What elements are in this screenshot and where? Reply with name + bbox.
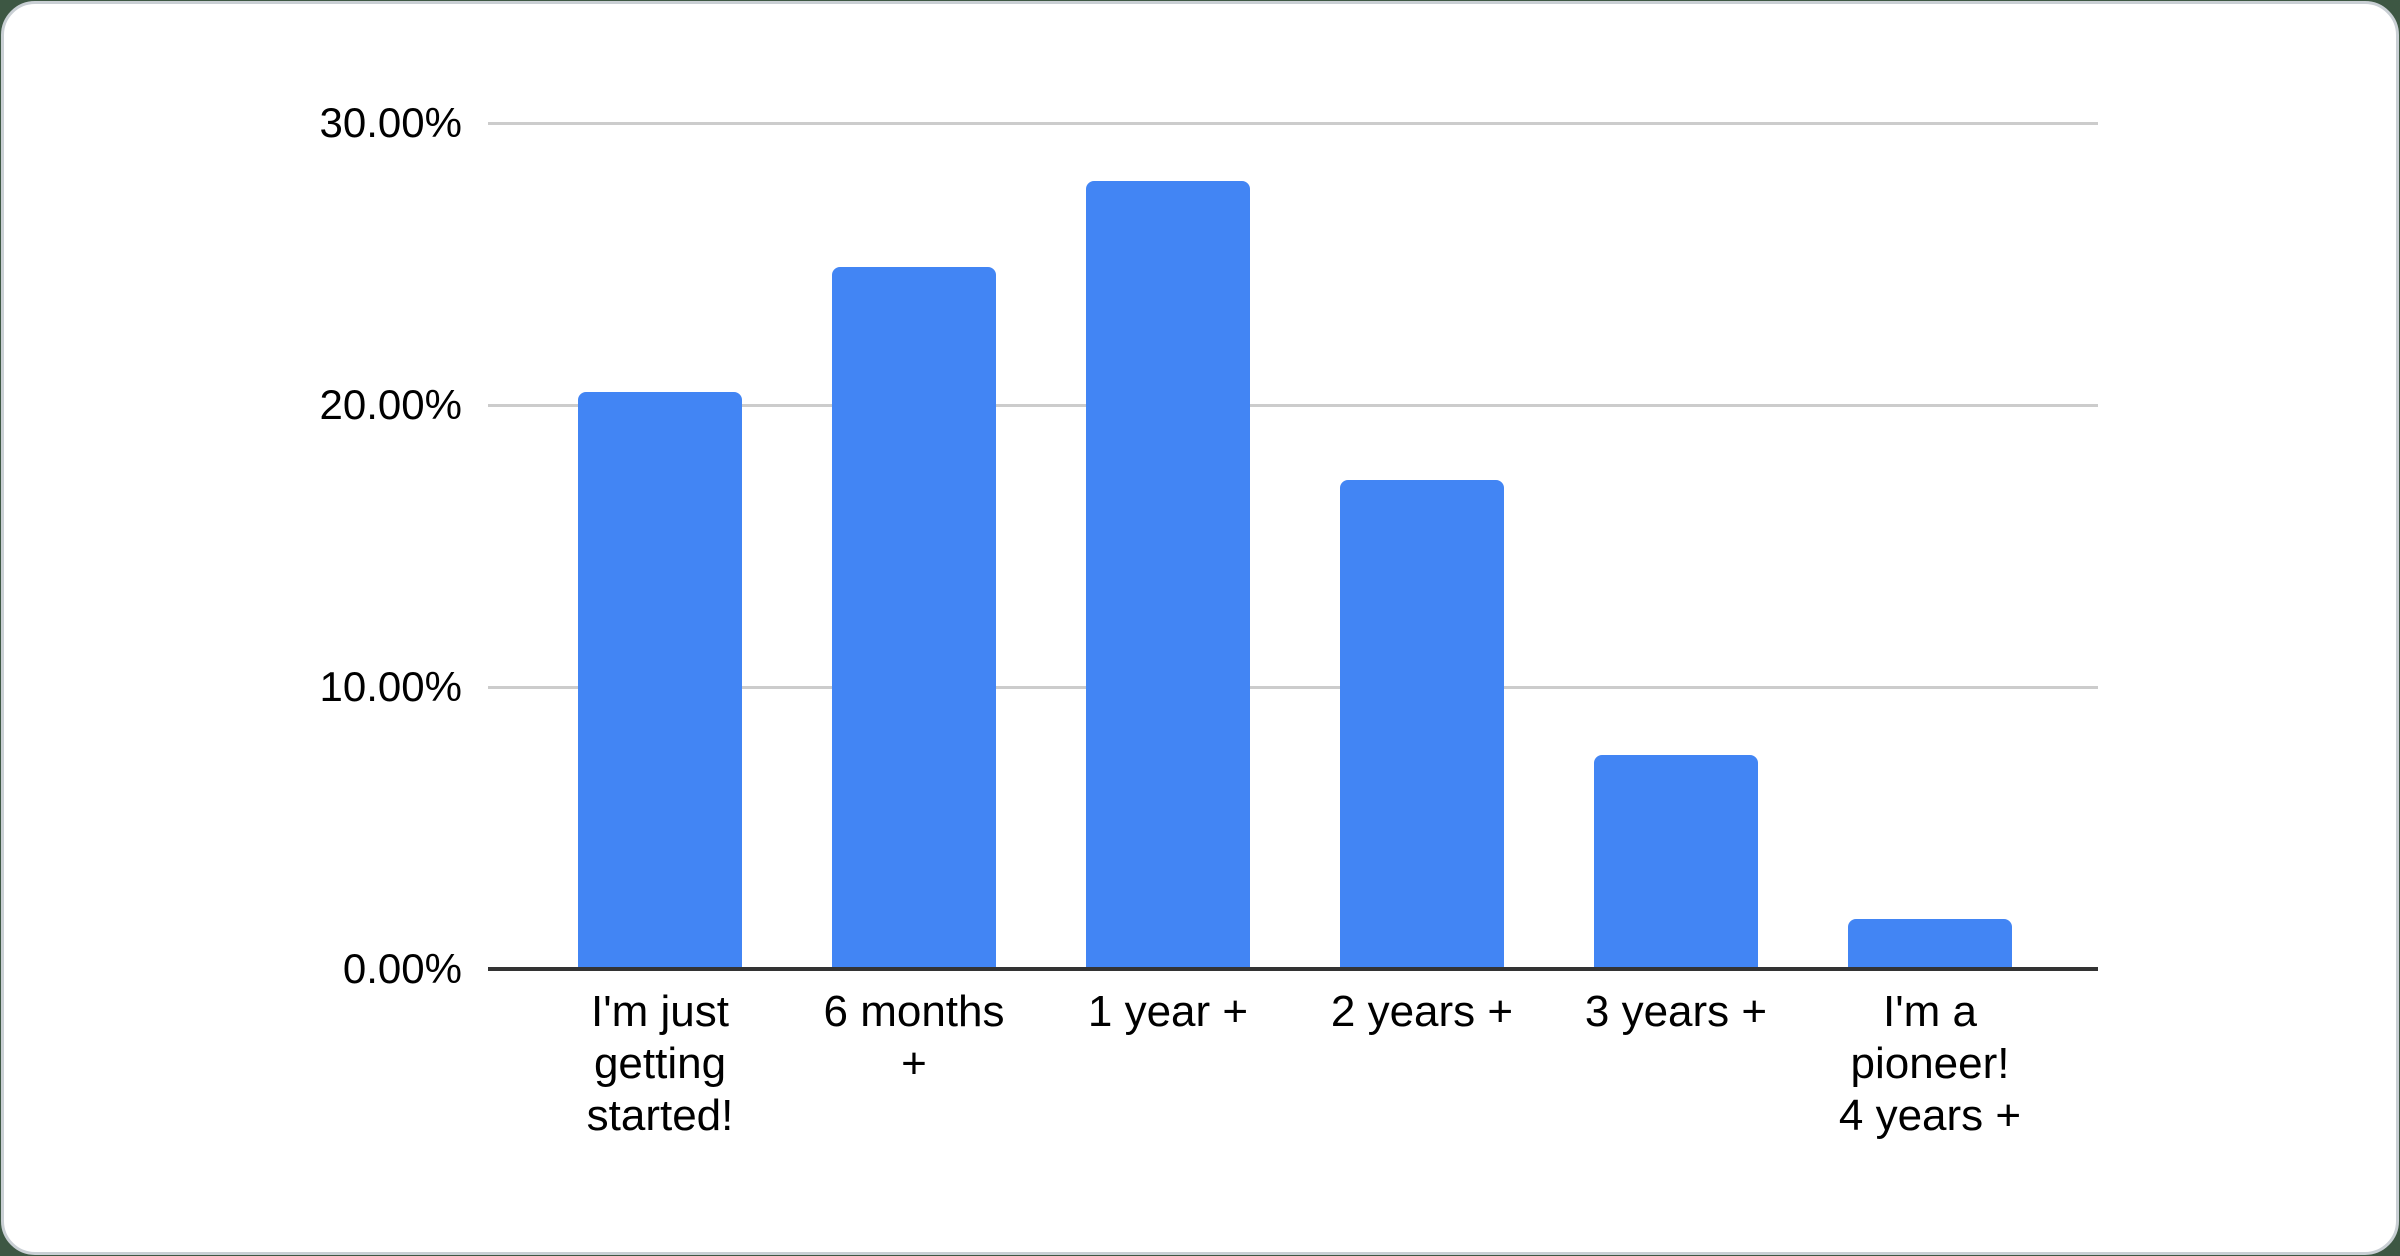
- x-axis-label-line: 2 years +: [1330, 987, 1514, 1036]
- bar[interactable]: [1594, 755, 1758, 969]
- x-axis-category-label: 2 years +: [1262, 986, 1582, 1038]
- bar[interactable]: [1340, 480, 1504, 969]
- bar[interactable]: [1848, 919, 2012, 969]
- x-axis-category-label: I'm a pioneer! 4 years +: [1770, 986, 2090, 1142]
- x-axis-label-line: 3 years +: [1584, 987, 1768, 1036]
- x-axis-category-label: 1 year +: [1008, 986, 1328, 1038]
- gridline: [488, 122, 2098, 125]
- x-axis-category-label: 3 years +: [1516, 986, 1836, 1038]
- x-axis-label-line: pioneer!: [1850, 1039, 2010, 1088]
- gridline: [488, 404, 2098, 407]
- plot-area: [488, 122, 2098, 969]
- bar[interactable]: [832, 267, 996, 969]
- x-axis-label-line: +: [901, 1039, 927, 1088]
- x-axis-label-line: 4 years +: [1838, 1091, 2022, 1140]
- x-axis-line: [488, 967, 2098, 971]
- y-axis-tick-label: 30.00%: [319, 99, 462, 146]
- x-axis-label-line: I'm just: [591, 987, 729, 1036]
- x-axis-category-label: I'm just getting started!: [500, 986, 820, 1142]
- gridline: [488, 686, 2098, 689]
- y-axis-tick-label: 20.00%: [319, 381, 462, 428]
- bar[interactable]: [578, 392, 742, 969]
- y-axis-tick-label: 0.00%: [342, 945, 462, 992]
- x-axis-label-line: 1 year +: [1087, 987, 1249, 1036]
- x-axis-label-line: started!: [586, 1091, 734, 1140]
- x-axis-label-line: getting: [593, 1039, 727, 1088]
- x-axis-category-label: 6 months +: [754, 986, 1074, 1090]
- bar[interactable]: [1086, 181, 1250, 969]
- y-axis-tick-label: 10.00%: [319, 663, 462, 710]
- x-axis-label-line: 6 months: [823, 987, 1005, 1036]
- x-axis-label-line: I'm a: [1883, 987, 1977, 1036]
